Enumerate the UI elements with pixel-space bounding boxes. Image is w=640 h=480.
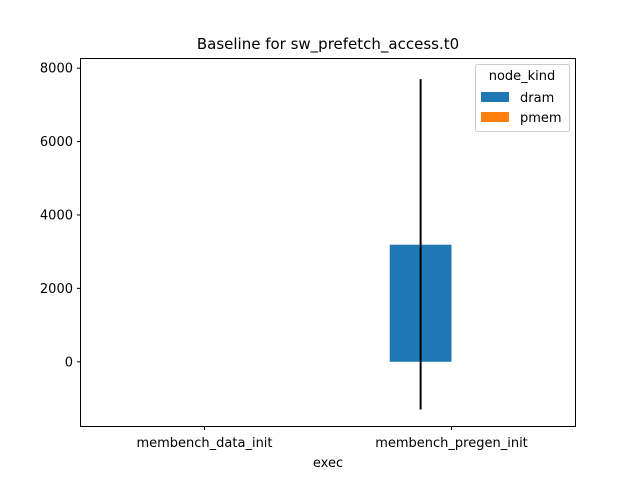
- legend-swatch-pmem: [481, 112, 509, 122]
- y-tick-label: 2000: [40, 282, 73, 297]
- y-tick-label: 6000: [40, 135, 73, 150]
- y-axis: 0 2000 4000 6000 8000: [40, 62, 81, 370]
- legend: node_kind dram pmem: [475, 64, 570, 132]
- y-tick-label: 4000: [40, 208, 73, 223]
- legend-label-pmem: pmem: [520, 111, 562, 126]
- legend-title: node_kind: [489, 69, 556, 84]
- legend-label-dram: dram: [520, 91, 554, 106]
- y-tick-label: 8000: [40, 62, 73, 77]
- y-tick-label: 0: [65, 355, 73, 370]
- legend-swatch-dram: [481, 92, 509, 102]
- chart-title: Baseline for sw_prefetch_access.t0: [197, 35, 459, 54]
- x-axis-label: exec: [313, 456, 343, 471]
- x-tick-label: membench_data_init: [136, 436, 272, 451]
- x-tick-label: membench_pregen_init: [375, 436, 528, 451]
- plot-area-frame: [80, 58, 576, 427]
- legend-items: dram pmem: [481, 91, 562, 126]
- x-axis: membench_data_init membench_pregen_init: [136, 426, 528, 451]
